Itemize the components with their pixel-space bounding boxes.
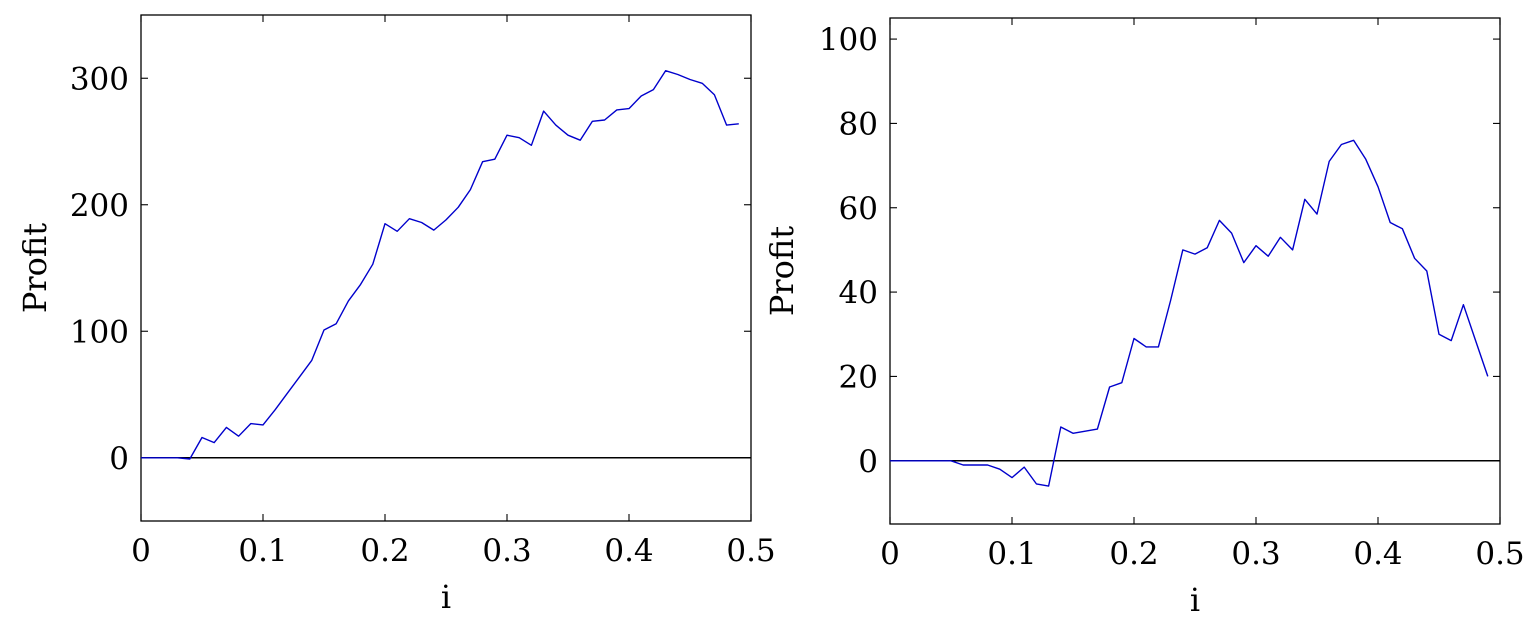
x-tick-label: 0.5 — [726, 533, 775, 569]
series-line — [141, 69, 739, 460]
x-tick-label: 0.1 — [987, 536, 1036, 572]
y-axis-label: Profit — [763, 226, 801, 316]
x-tick-label: 0.4 — [1353, 536, 1402, 572]
x-tick-label: 0.1 — [238, 533, 287, 569]
x-tick-label: 0 — [131, 533, 151, 569]
y-tick-label: 80 — [839, 106, 878, 142]
y-tick-label: 0 — [109, 441, 129, 477]
chart-2: 0 0.1 0.2 0.3 0.4 0.5 0 20 40 60 80 100 i Profit — [763, 17, 1525, 619]
x-tick-label: 0 — [880, 536, 900, 572]
y-tick-label: 0 — [858, 444, 878, 480]
x-tick-label: 0.3 — [482, 533, 531, 569]
x-axis-label: i — [441, 578, 451, 616]
y-tick-label: 100 — [70, 314, 129, 350]
y-tick-label: 100 — [819, 22, 878, 58]
x-tick-label: 0.2 — [1109, 536, 1158, 572]
x-tick-label: 0.3 — [1231, 536, 1280, 572]
y-tick-label: 300 — [70, 61, 129, 97]
x-tick-label: 0.4 — [604, 533, 653, 569]
chart-1: 0 0.1 0.2 0.3 0.4 0.5 0 100 200 300 i Profit — [16, 14, 776, 616]
series-line — [890, 139, 1489, 487]
x-tick-label: 0.2 — [360, 533, 409, 569]
y-axis-label: Profit — [16, 223, 54, 313]
y-tick-label: 200 — [70, 188, 129, 224]
y-tick-label: 60 — [839, 191, 878, 227]
x-tick-label: 0.5 — [1475, 536, 1524, 572]
plot-frame — [889, 17, 1501, 525]
y-tick-label: 20 — [839, 359, 878, 395]
x-axis-label: i — [1190, 581, 1200, 619]
y-tick-label: 40 — [839, 275, 878, 311]
plot-frame — [140, 14, 752, 522]
